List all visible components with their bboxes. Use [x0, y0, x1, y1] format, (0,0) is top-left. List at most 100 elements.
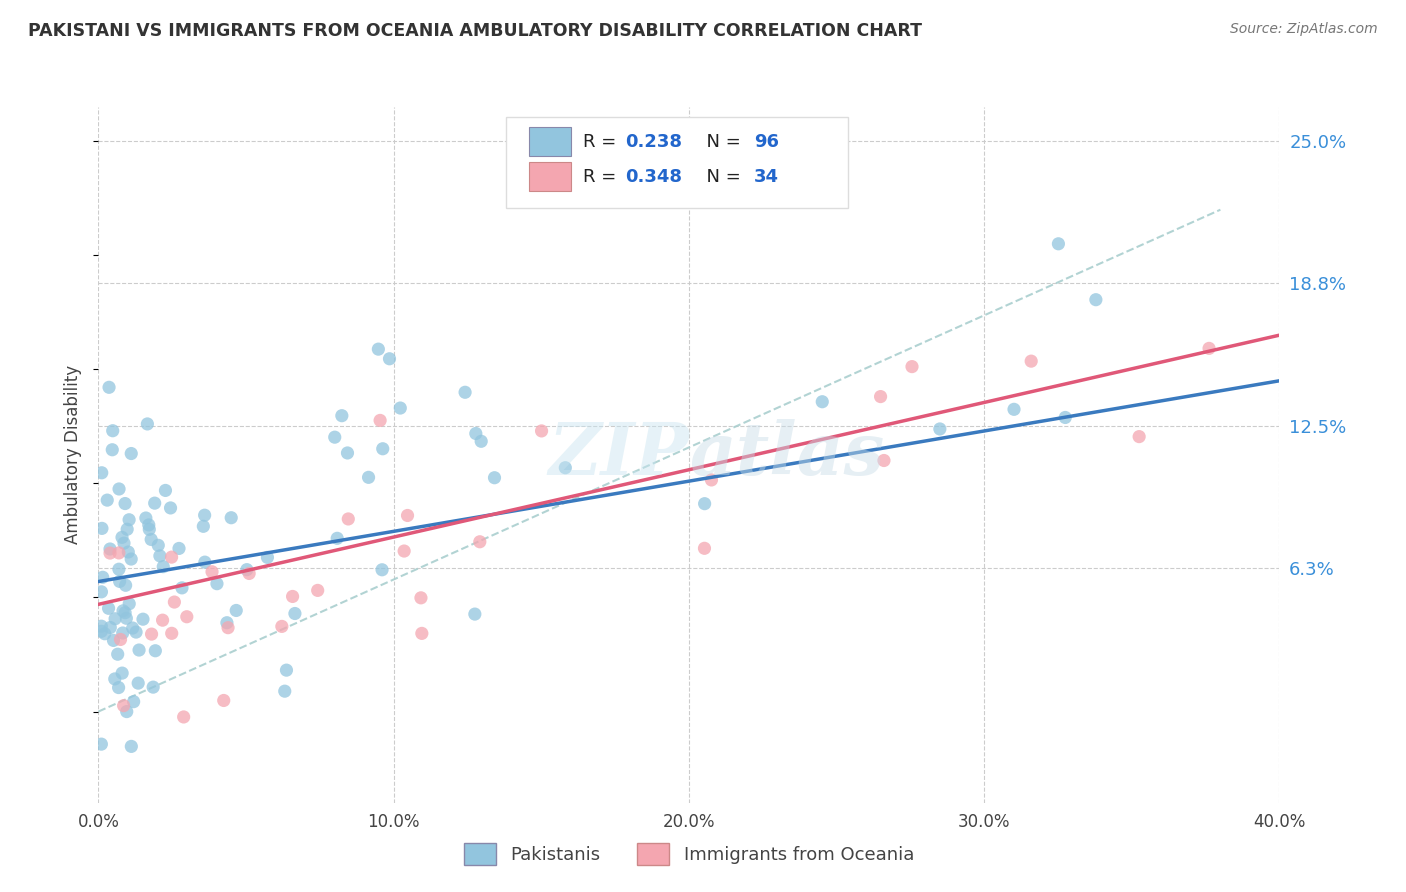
Point: [215, 615, 238, 630]
Point: [90, 619, 112, 633]
Point: [98, 546, 121, 560]
Point: [90, 466, 112, 480]
Point: [1019, 354, 1042, 368]
Point: [464, 426, 486, 441]
Point: [120, 739, 142, 754]
Point: [110, 632, 132, 647]
Point: [152, 559, 174, 574]
Point: [1047, 236, 1070, 251]
Point: [371, 563, 394, 577]
Point: [90, 584, 112, 599]
Point: [1198, 342, 1220, 356]
Point: [219, 510, 242, 524]
Point: [274, 684, 297, 698]
Point: [111, 666, 134, 681]
Point: [201, 565, 224, 579]
Point: [869, 390, 891, 404]
Point: [378, 351, 401, 366]
Point: [357, 470, 380, 484]
Point: [368, 413, 391, 427]
Text: 96: 96: [754, 133, 779, 151]
Point: [152, 613, 174, 627]
Point: [98, 620, 121, 634]
Point: [128, 643, 150, 657]
Point: [121, 621, 143, 635]
Point: [212, 693, 235, 707]
Point: [155, 483, 177, 498]
Legend: Pakistanis, Immigrants from Oceania: Pakistanis, Immigrants from Oceania: [454, 834, 924, 874]
Point: [98, 541, 121, 556]
Point: [238, 566, 260, 581]
Point: [120, 446, 142, 460]
Point: [330, 409, 353, 423]
Point: [91, 570, 114, 584]
Point: [143, 496, 166, 510]
Point: [125, 625, 148, 640]
Point: [396, 508, 419, 523]
Point: [148, 538, 170, 552]
Point: [389, 401, 412, 415]
Point: [112, 604, 135, 618]
Point: [115, 611, 138, 625]
Point: [117, 545, 139, 559]
Point: [138, 517, 160, 532]
Point: [176, 609, 198, 624]
Point: [409, 591, 432, 605]
Point: [901, 359, 924, 374]
Point: [115, 522, 138, 536]
Text: atlas: atlas: [689, 419, 884, 491]
Point: [392, 544, 415, 558]
Point: [1054, 410, 1077, 425]
Text: Source: ZipAtlas.com: Source: ZipAtlas.com: [1230, 22, 1378, 37]
Point: [108, 562, 131, 576]
Point: [693, 541, 716, 556]
Point: [101, 442, 124, 457]
Point: [284, 607, 307, 621]
Point: [225, 603, 247, 617]
Point: [159, 500, 181, 515]
Point: [163, 595, 186, 609]
Point: [173, 710, 195, 724]
Text: 0.238: 0.238: [626, 133, 682, 151]
Point: [97, 601, 120, 615]
Point: [236, 563, 259, 577]
Point: [454, 385, 477, 400]
Point: [111, 530, 134, 544]
Point: [337, 512, 360, 526]
Point: [90, 624, 112, 639]
Point: [484, 471, 506, 485]
Point: [160, 550, 183, 565]
Point: [323, 430, 346, 444]
Point: [256, 550, 278, 565]
Point: [112, 536, 135, 550]
Text: 34: 34: [754, 168, 779, 186]
Point: [1128, 429, 1150, 443]
Point: [167, 541, 190, 556]
Point: [143, 644, 166, 658]
Point: [193, 519, 215, 533]
Point: [326, 531, 349, 545]
Point: [693, 497, 716, 511]
FancyBboxPatch shape: [530, 162, 571, 191]
Point: [136, 417, 159, 431]
Point: [281, 590, 304, 604]
Point: [141, 533, 163, 547]
Text: ZIP: ZIP: [548, 419, 689, 491]
Point: [96, 493, 118, 508]
Point: [104, 612, 127, 626]
Point: [104, 672, 127, 686]
Point: [464, 607, 486, 621]
Point: [120, 552, 142, 566]
Point: [115, 705, 138, 719]
Point: [194, 508, 217, 523]
Point: [141, 627, 163, 641]
Point: [107, 647, 129, 661]
Text: R =: R =: [582, 168, 621, 186]
Point: [367, 342, 389, 356]
Point: [103, 633, 125, 648]
Point: [127, 676, 149, 690]
Point: [118, 513, 141, 527]
Point: [928, 422, 950, 436]
Point: [194, 555, 217, 569]
Point: [111, 626, 134, 640]
